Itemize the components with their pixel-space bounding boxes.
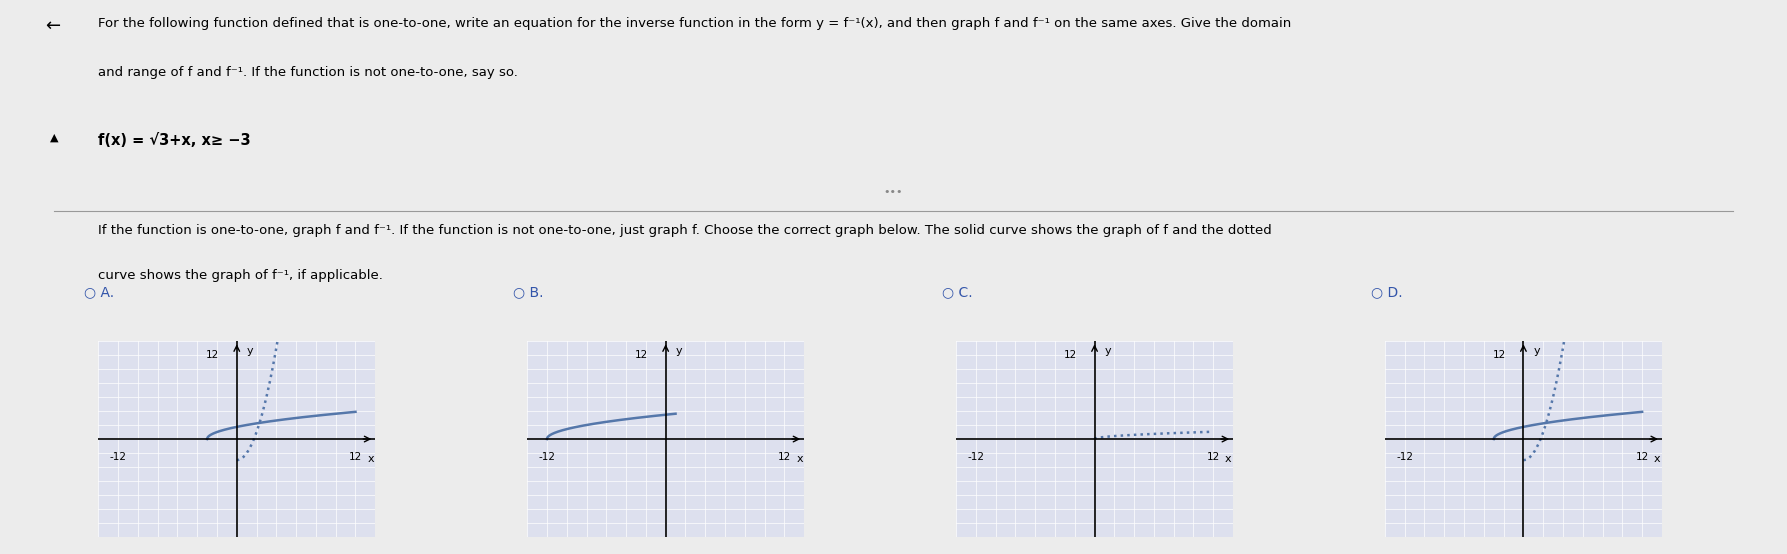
- Text: curve shows the graph of f⁻¹, if applicable.: curve shows the graph of f⁻¹, if applica…: [98, 269, 382, 281]
- Text: x: x: [368, 454, 373, 464]
- Text: -12: -12: [109, 452, 127, 461]
- Text: 12: 12: [777, 452, 792, 461]
- Text: y: y: [1533, 346, 1540, 356]
- Text: 12: 12: [1063, 350, 1078, 360]
- Text: x: x: [797, 454, 802, 464]
- Text: If the function is one-to-one, graph f and f⁻¹. If the function is not one-to-on: If the function is one-to-one, graph f a…: [98, 224, 1272, 237]
- Text: ▲: ▲: [50, 133, 59, 143]
- Text: y: y: [1104, 346, 1112, 356]
- Text: 12: 12: [206, 350, 220, 360]
- Text: -12: -12: [538, 452, 556, 461]
- Text: ←: ←: [45, 17, 59, 34]
- Text: •••: •••: [885, 187, 902, 197]
- Text: ○ B.: ○ B.: [513, 285, 543, 299]
- Text: 12: 12: [634, 350, 649, 360]
- Text: y: y: [247, 346, 254, 356]
- Text: For the following function defined that is one-to-one, write an equation for the: For the following function defined that …: [98, 17, 1292, 29]
- Text: ○ D.: ○ D.: [1371, 285, 1403, 299]
- Text: y: y: [675, 346, 683, 356]
- Text: ○ C.: ○ C.: [942, 285, 972, 299]
- Text: -12: -12: [1396, 452, 1414, 461]
- Text: x: x: [1655, 454, 1660, 464]
- Text: 12: 12: [1492, 350, 1506, 360]
- Text: ○ A.: ○ A.: [84, 285, 114, 299]
- Text: 12: 12: [1635, 452, 1649, 461]
- Text: and range of f and f⁻¹. If the function is not one-to-one, say so.: and range of f and f⁻¹. If the function …: [98, 66, 518, 79]
- Text: -12: -12: [967, 452, 985, 461]
- Text: 12: 12: [1206, 452, 1221, 461]
- Text: x: x: [1226, 454, 1231, 464]
- Text: f(x) = √3+x, x≥ −3: f(x) = √3+x, x≥ −3: [98, 133, 250, 148]
- Text: 12: 12: [348, 452, 363, 461]
